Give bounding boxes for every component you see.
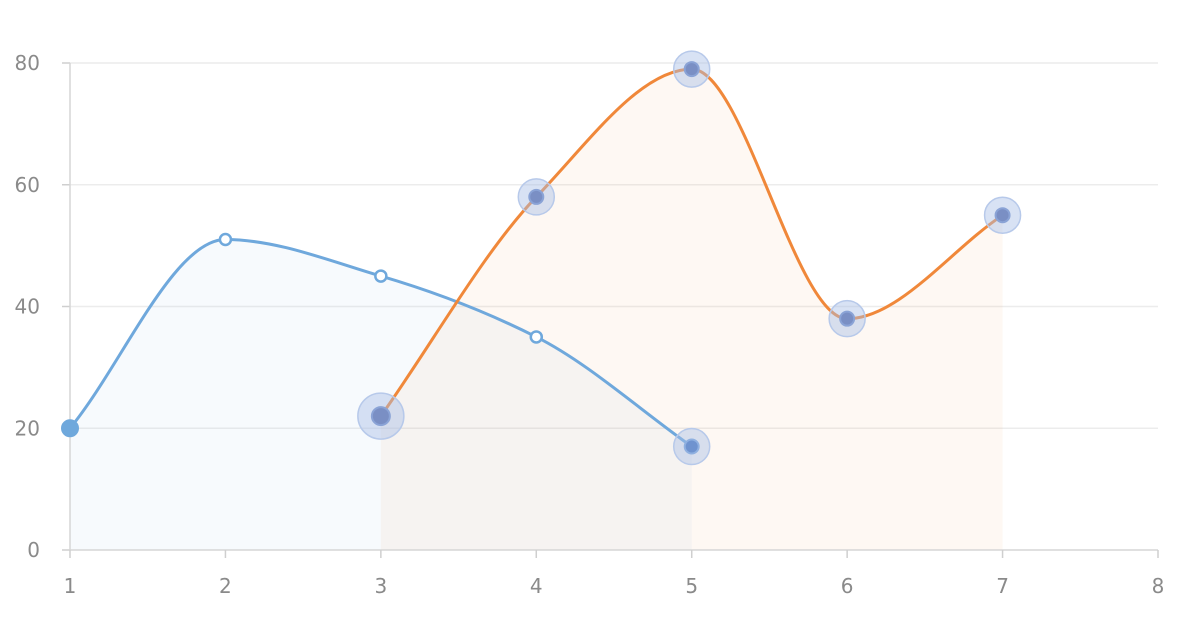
- x-tick-label: 3: [374, 574, 387, 598]
- series-2-point[interactable]: [672, 50, 711, 88]
- label-layer: 0 20 40 60 80 1 2 3 4 5 6 7 8: [15, 51, 1165, 598]
- point-layer: [61, 50, 1022, 466]
- axis-layer: [62, 62, 1159, 558]
- x-tick-label: 1: [64, 574, 77, 598]
- y-tick-label: 40: [15, 295, 40, 319]
- series-1-area: [70, 239, 692, 550]
- series-2-area: [380, 69, 1003, 551]
- x-tick-label: 6: [841, 574, 854, 598]
- series-1-point[interactable]: [672, 427, 711, 466]
- series-1-point[interactable]: [374, 269, 388, 283]
- grid-layer: [70, 62, 1158, 429]
- series-2-point[interactable]: [517, 178, 556, 216]
- x-tick-label: 7: [996, 574, 1009, 598]
- series-2-point[interactable]: [828, 299, 866, 338]
- series-1-point[interactable]: [529, 330, 544, 344]
- y-tick-label: 80: [15, 51, 40, 75]
- series-2-point[interactable]: [983, 196, 1022, 234]
- x-tick-label: 2: [219, 574, 232, 598]
- x-tick-label: 4: [530, 574, 543, 598]
- series-2-point[interactable]: [357, 392, 405, 440]
- y-tick-label: 0: [27, 538, 40, 562]
- series-1-point[interactable]: [218, 232, 233, 247]
- series-1-point[interactable]: [61, 419, 79, 438]
- area-layer: [70, 69, 1003, 551]
- x-tick-label: 8: [1152, 574, 1165, 598]
- y-tick-label: 20: [15, 416, 40, 440]
- y-tick-label: 60: [15, 173, 40, 197]
- x-tick-label: 5: [685, 574, 698, 598]
